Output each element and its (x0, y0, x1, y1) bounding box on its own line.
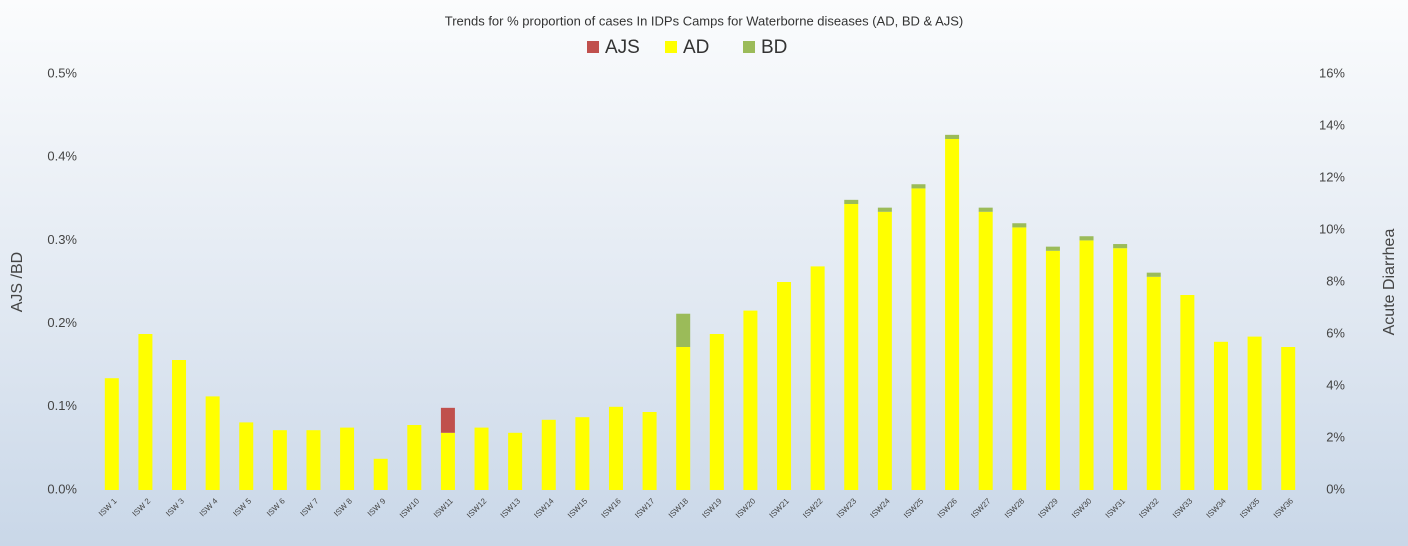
legend-swatch (743, 41, 755, 53)
y-tick-label: 0.2% (47, 315, 77, 330)
bar-segment (104, 378, 119, 490)
y-tick-label: 0.3% (47, 232, 77, 247)
bar-segment (1180, 295, 1195, 490)
legend-swatch (665, 41, 677, 53)
bar-segment (306, 430, 321, 490)
bar-segment (945, 139, 960, 490)
bar-segment (642, 412, 657, 490)
bar-segment (1079, 236, 1094, 241)
bar-segment (978, 211, 993, 491)
bar-segment (1012, 227, 1027, 490)
bar-segment (373, 458, 388, 490)
bar-segment (1146, 272, 1161, 277)
legend-label: BD (761, 37, 787, 58)
bar-segment (239, 422, 254, 490)
y2-tick-label: 12% (1319, 169, 1345, 184)
y2-tick-label: 14% (1319, 117, 1345, 132)
bar-segment (440, 407, 455, 433)
bar-segment (911, 184, 926, 189)
y2-tick-label: 0% (1326, 481, 1345, 496)
legend-label: AD (683, 37, 709, 58)
y-tick-label: 0.4% (47, 149, 77, 164)
bar-segment (1281, 347, 1296, 490)
bar-segment (608, 406, 623, 490)
bar-segment (844, 199, 859, 204)
bar-segment (1079, 240, 1094, 490)
bar-segment (138, 334, 153, 490)
bar-segment (1113, 248, 1128, 490)
bar-segment (810, 266, 825, 490)
bar-segment (205, 396, 220, 490)
bar-segment (743, 310, 758, 490)
bar-segment (676, 313, 691, 347)
bar-segment (1012, 223, 1027, 228)
y2-axis-title: Acute Diarrhea (1381, 229, 1398, 336)
y-axis-title: AJS /BD (9, 252, 26, 312)
bar-segment (172, 360, 187, 490)
bar-segment (777, 282, 792, 490)
y-tick-label: 0.0% (47, 481, 77, 496)
y2-tick-label: 16% (1319, 65, 1345, 80)
y2-tick-label: 8% (1326, 273, 1345, 288)
bar-segment (541, 419, 556, 490)
y2-tick-label: 2% (1326, 429, 1345, 444)
legend-label: AJS (605, 37, 640, 58)
bar-segment (1146, 276, 1161, 490)
bar-segment (1247, 336, 1262, 490)
chart-title: Trends for % proportion of cases In IDPs… (445, 13, 964, 28)
bar-segment (676, 347, 691, 490)
legend-swatch (587, 41, 599, 53)
y2-tick-label: 4% (1326, 377, 1345, 392)
bar-segment (844, 204, 859, 490)
y2-tick-label: 10% (1319, 221, 1345, 236)
y2-tick-label: 6% (1326, 325, 1345, 340)
bar-segment (978, 207, 993, 212)
bar-segment (877, 207, 892, 212)
bar-segment (709, 334, 724, 490)
bar-segment (877, 211, 892, 491)
bar-segment (508, 432, 523, 490)
bar-segment (575, 417, 590, 490)
bar-segment (945, 134, 960, 139)
bar-segment (911, 188, 926, 490)
bar-segment (440, 432, 455, 490)
y-tick-label: 0.1% (47, 398, 77, 413)
bar-segment (1045, 250, 1060, 490)
bar-segment (340, 427, 355, 490)
bar-segment (272, 430, 287, 490)
bar-segment (474, 427, 489, 490)
bar-segment (1113, 244, 1128, 249)
bar-segment (1045, 246, 1060, 251)
y-tick-label: 0.5% (47, 65, 77, 80)
bar-segment (407, 425, 422, 490)
bar-segment (1213, 341, 1228, 490)
